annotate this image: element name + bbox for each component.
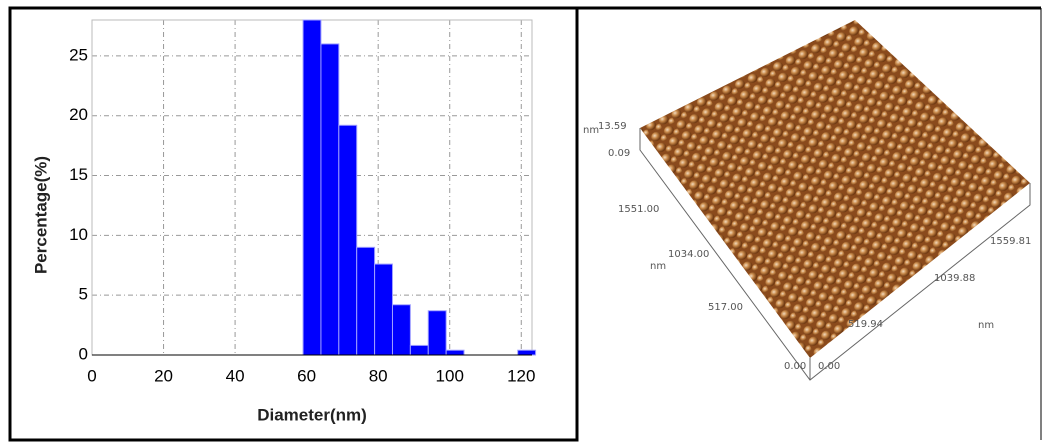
y-tick-label: 15 bbox=[69, 165, 88, 184]
bar bbox=[374, 263, 393, 356]
bar bbox=[445, 349, 465, 356]
panel-border bbox=[8, 6, 579, 442]
afm-label: 519.94 bbox=[848, 319, 883, 330]
afm-label: 1559.81 bbox=[990, 236, 1031, 247]
x-tick-label: 20 bbox=[154, 366, 173, 385]
y-axis-label: Percentage(%) bbox=[31, 156, 50, 274]
x-axis-label: Diameter(nm) bbox=[257, 405, 367, 424]
afm-label: 517.00 bbox=[708, 302, 743, 313]
afm-label: 0.00 bbox=[784, 361, 806, 372]
bar bbox=[302, 19, 322, 356]
afm-label: 0.09 bbox=[608, 148, 630, 159]
x-tick-label: 120 bbox=[507, 366, 535, 385]
y-tick-label: 5 bbox=[79, 285, 88, 304]
y-tick-label: 25 bbox=[69, 45, 88, 64]
y-tick-label: 20 bbox=[69, 105, 88, 124]
x-tick-label: 80 bbox=[369, 366, 388, 385]
bar bbox=[320, 43, 340, 356]
bar bbox=[356, 246, 376, 356]
afm-surface bbox=[640, 20, 1030, 358]
afm-label: nm bbox=[978, 320, 994, 331]
x-tick-label: 0 bbox=[87, 366, 96, 385]
bar bbox=[427, 310, 447, 356]
afm-label: 1039.88 bbox=[934, 273, 975, 284]
y-tick-label: 0 bbox=[79, 344, 88, 363]
afm-label: 1551.00 bbox=[618, 204, 659, 215]
afm-label: 1034.00 bbox=[668, 249, 709, 260]
afm-label: 0.00 bbox=[818, 361, 840, 372]
bar bbox=[391, 304, 411, 356]
x-tick-label: 40 bbox=[226, 366, 245, 385]
bar bbox=[338, 124, 358, 356]
y-tick-label: 10 bbox=[69, 225, 88, 244]
x-tick-label: 100 bbox=[436, 366, 464, 385]
afm-label: 13.59 bbox=[598, 121, 627, 132]
x-tick-label: 60 bbox=[297, 366, 316, 385]
bar bbox=[517, 349, 537, 356]
afm-label: nm bbox=[650, 261, 666, 272]
bar bbox=[409, 344, 429, 356]
afm-label: nm bbox=[583, 125, 599, 136]
